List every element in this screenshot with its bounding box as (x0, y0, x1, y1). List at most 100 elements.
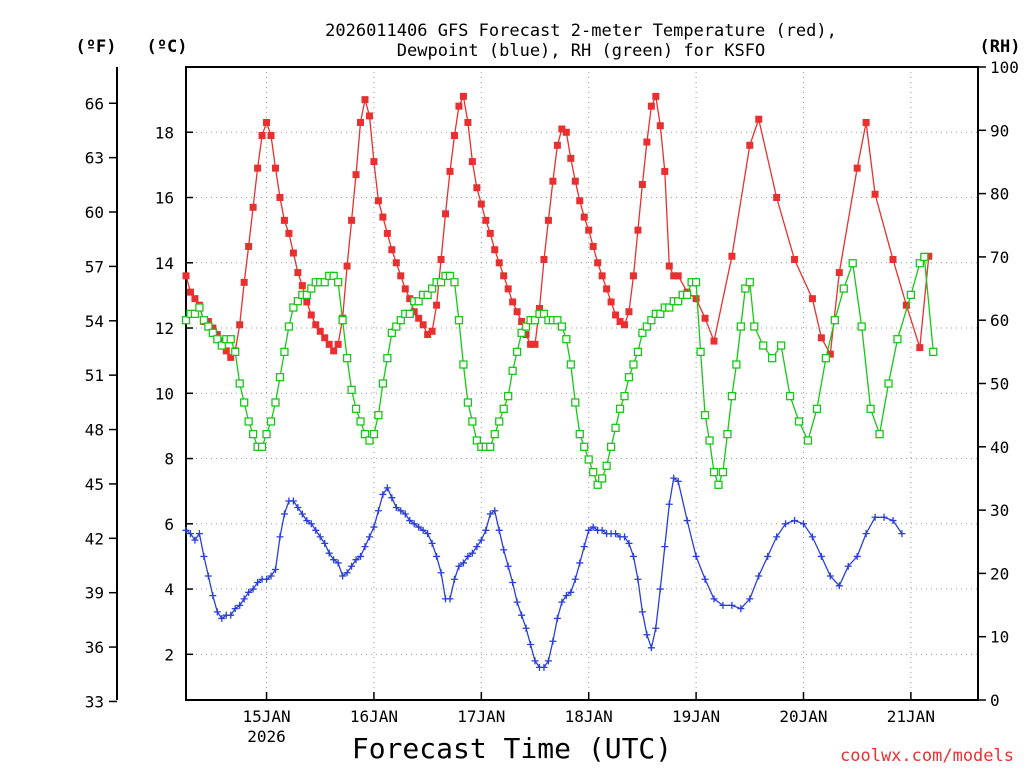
data-point (616, 318, 624, 326)
data-point (298, 510, 306, 518)
data-point (472, 436, 481, 445)
data-point (378, 379, 388, 388)
data-point (312, 526, 320, 534)
data-point (625, 308, 633, 316)
data-point (634, 226, 642, 234)
data-point (889, 517, 897, 525)
data-point (433, 552, 441, 560)
rh-tick-label: 10 (990, 628, 1009, 647)
celsius-tick-label: 4 (164, 580, 174, 599)
data-point (343, 569, 351, 577)
data-point (853, 552, 861, 560)
data-point (495, 417, 504, 426)
celsius-tick-label: 2 (164, 645, 174, 664)
data-point (808, 295, 816, 303)
time-tick-label: 16JAN (350, 707, 398, 726)
data-point (352, 171, 360, 179)
data-point (284, 322, 294, 331)
data-point (518, 318, 526, 326)
data-point (348, 562, 356, 570)
data-point (597, 474, 607, 483)
data-point (589, 242, 597, 250)
data-point (427, 284, 437, 293)
data-point (621, 321, 629, 329)
data-point (213, 608, 221, 616)
data-point (406, 295, 414, 303)
data-point (638, 180, 646, 188)
data-point (459, 360, 468, 369)
data-point (240, 278, 248, 286)
data-point (303, 298, 311, 306)
data-point (540, 256, 548, 264)
data-point (195, 303, 204, 312)
rh-axis: 0 10 20 30 40 50 60 70 80 90 100 (978, 58, 1019, 710)
data-point (285, 229, 293, 237)
rh-tick-label: 0 (990, 691, 1000, 710)
data-point (652, 92, 660, 100)
data-point (392, 503, 400, 511)
data-point (280, 510, 288, 518)
data-point (482, 526, 490, 534)
data-point (544, 657, 552, 665)
data-point (509, 298, 517, 306)
data-point (755, 572, 763, 580)
data-point (817, 334, 825, 342)
data-point (826, 572, 834, 580)
data-point (692, 295, 700, 303)
data-point (624, 373, 634, 382)
data-point (245, 242, 253, 250)
data-point (392, 259, 400, 267)
rh-tick-label: 20 (990, 564, 1009, 583)
data-point (254, 164, 262, 172)
data-point (902, 301, 910, 309)
data-point (334, 340, 342, 348)
data-point (728, 601, 736, 609)
data-point (266, 417, 276, 426)
celsius-tick-label: 6 (164, 515, 174, 534)
data-point (844, 562, 852, 570)
data-point (513, 308, 521, 316)
data-point (294, 503, 302, 511)
data-point (768, 354, 777, 363)
data-point (463, 398, 473, 407)
data-point (835, 269, 843, 277)
data-point (263, 118, 271, 126)
data-point (893, 335, 902, 344)
data-point (504, 392, 513, 401)
rh-tick-label: 100 (990, 58, 1019, 77)
data-point (356, 417, 365, 426)
data-point (535, 304, 543, 312)
data-point (454, 316, 464, 325)
data-point (419, 321, 427, 329)
data-point (321, 539, 329, 547)
data-point (226, 335, 235, 344)
data-point (566, 360, 575, 369)
data-point (468, 417, 477, 426)
celsius-tick-label: 18 (155, 123, 174, 142)
data-point (227, 611, 235, 619)
data-point (388, 246, 396, 254)
data-point (509, 579, 517, 587)
data-point (240, 398, 249, 407)
year-label: 2026 (247, 727, 286, 746)
data-point (217, 341, 226, 350)
data-point (611, 423, 620, 432)
data-point (540, 663, 548, 671)
data-point (330, 556, 338, 564)
data-point (342, 354, 352, 363)
data-point (500, 272, 508, 280)
data-point (240, 595, 248, 603)
data-point (271, 164, 279, 172)
data-point (544, 216, 552, 224)
data-point (670, 272, 678, 280)
data-point (486, 510, 494, 518)
data-point (553, 614, 561, 622)
data-point (258, 132, 266, 140)
data-point (455, 102, 463, 110)
data-point (204, 572, 212, 580)
data-point (208, 328, 217, 338)
data-point (638, 608, 646, 616)
data-point (776, 341, 786, 350)
data-point (821, 354, 831, 363)
data-point (643, 631, 651, 639)
